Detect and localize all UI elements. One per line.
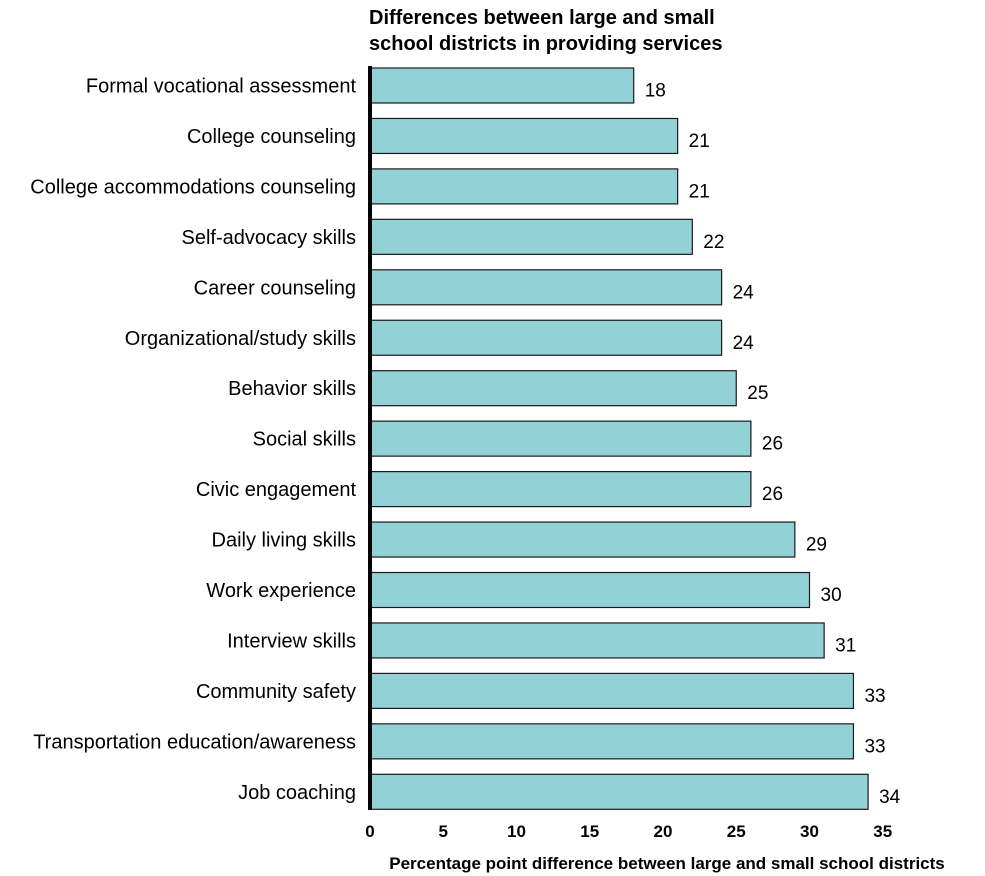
bar-2 xyxy=(369,117,679,155)
category-label-1: Formal vocational assessment xyxy=(86,76,357,98)
value-label-15: 34 xyxy=(879,787,901,808)
x-tick-label-10: 10 xyxy=(507,822,526,841)
category-label-14: Transportation education/awareness xyxy=(33,731,356,753)
category-label-4: Self-advocacy skills xyxy=(181,227,356,249)
bar-14 xyxy=(369,723,855,760)
bar-7 xyxy=(369,370,737,407)
category-label-8: Social skills xyxy=(253,429,356,451)
bar-8 xyxy=(369,420,752,457)
bar-9 xyxy=(369,471,752,508)
x-tick-label-25: 25 xyxy=(727,822,746,841)
value-label-13: 33 xyxy=(864,686,885,707)
value-label-9: 26 xyxy=(762,484,783,505)
x-tick-label-35: 35 xyxy=(873,822,892,841)
chart-title-line-1: Differences between large and small xyxy=(369,7,715,29)
category-label-10: Daily living skills xyxy=(212,530,356,552)
bar-13 xyxy=(369,672,855,710)
value-label-1: 18 xyxy=(645,81,666,102)
value-label-12: 31 xyxy=(835,635,856,656)
value-label-10: 29 xyxy=(806,535,827,556)
bar-11 xyxy=(369,571,811,609)
category-label-11: Work experience xyxy=(206,580,356,602)
bar-3 xyxy=(369,168,679,205)
bar-5 xyxy=(369,269,723,306)
value-label-2: 21 xyxy=(689,131,710,152)
bar-10 xyxy=(369,521,796,558)
category-label-5: Career counseling xyxy=(194,277,356,299)
value-label-3: 21 xyxy=(689,181,710,202)
x-tick-label-30: 30 xyxy=(800,822,819,841)
x-tick-label-15: 15 xyxy=(580,822,599,841)
bar-12 xyxy=(369,622,825,659)
value-label-4: 22 xyxy=(703,232,724,253)
category-label-6: Organizational/study skills xyxy=(125,328,356,350)
x-tick-label-5: 5 xyxy=(439,822,448,841)
x-axis-label: Percentage point difference between larg… xyxy=(389,854,945,873)
value-label-7: 25 xyxy=(747,383,768,404)
x-tick-label-0: 0 xyxy=(365,822,374,841)
category-label-13: Community safety xyxy=(196,681,356,703)
value-label-6: 24 xyxy=(733,333,755,354)
category-label-12: Interview skills xyxy=(227,630,356,652)
value-label-8: 26 xyxy=(762,434,783,455)
value-label-5: 24 xyxy=(733,282,755,303)
category-label-7: Behavior skills xyxy=(228,378,356,400)
bar-15 xyxy=(369,773,869,810)
bar-4 xyxy=(369,218,693,255)
value-label-11: 30 xyxy=(821,585,842,606)
bar-1 xyxy=(369,67,635,104)
value-label-14: 33 xyxy=(864,736,885,757)
category-label-2: College counseling xyxy=(187,126,356,148)
category-label-3: College accommodations counseling xyxy=(30,176,356,198)
category-label-9: Civic engagement xyxy=(196,479,357,501)
category-label-15: Job coaching xyxy=(238,782,356,804)
x-tick-label-20: 20 xyxy=(654,822,673,841)
bar-6 xyxy=(369,319,723,356)
y-axis-line xyxy=(368,66,372,810)
chart-title-line-2: school districts in providing services xyxy=(369,33,722,55)
